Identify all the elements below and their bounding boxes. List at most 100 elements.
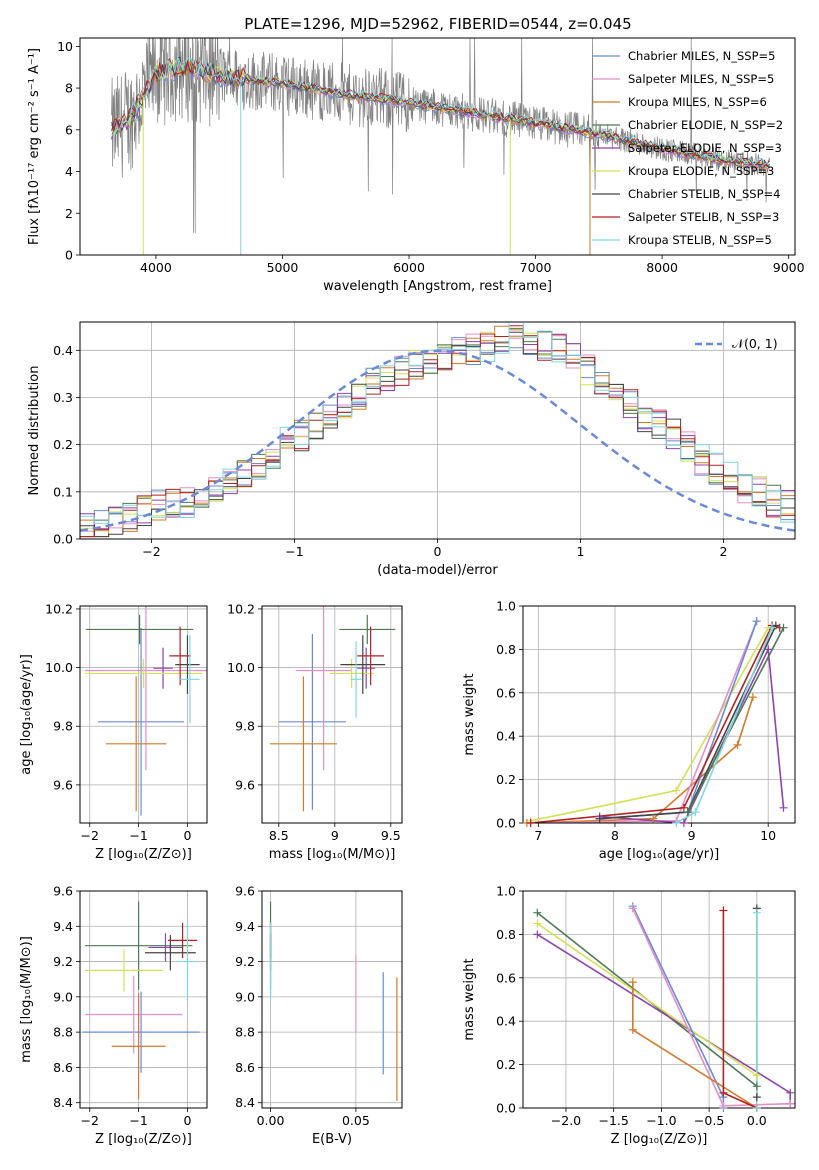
error-bar-point [98, 627, 185, 816]
x-tick-label: 8 [611, 828, 619, 843]
panel-mass-vs-EBV: 0.00 0.05 8.4 8.6 8.8 9.0 9.2 9.4 9.6 E(B-V) [235, 884, 403, 1147]
x-tick-label: 1 [577, 544, 585, 559]
plot-area [269, 606, 396, 812]
mass-weight-marker [771, 621, 780, 630]
y-axis-label: mass [log₁₀(M/M⊙)] [19, 936, 34, 1063]
y-tick-label: 1.0 [496, 884, 516, 899]
mass-weight-marker [752, 1093, 761, 1102]
legend-label: Salpeter MILES, N_SSP=5 [628, 72, 774, 86]
x-tick-label: 9 [688, 828, 696, 843]
mass-weight-marker [752, 1104, 761, 1112]
legend: Chabrier MILES, N_SSP=5 Salpeter MILES, N… [592, 49, 783, 247]
y-axis-label: Normed distribution [27, 366, 42, 496]
y-tick-label: 9.4 [235, 919, 255, 934]
y-axis-label: Flux [fλ10⁻¹⁷ erg cm⁻² s⁻¹ A⁻¹] [27, 48, 42, 245]
panel-spectrum: 4000 5000 6000 7000 8000 9000 0 2 4 6 8 10 wavelengt… [27, 37, 805, 294]
y-tick-label: 0.6 [496, 685, 516, 700]
x-tick-label: 0.0 [747, 1113, 767, 1128]
error-bar-point [169, 626, 191, 686]
error-bar-point [84, 658, 203, 689]
x-tick-label: 6000 [393, 260, 425, 275]
figure-title: PLATE=1296, MJD=52962, FIBERID=0544, z=0… [244, 15, 631, 33]
error-bar-point [340, 635, 386, 694]
x-tick-label: 0 [434, 544, 442, 559]
y-tick-label: 8.8 [235, 1025, 255, 1040]
x-axis-label: (data-model)/error [377, 563, 498, 578]
error-bar-point [295, 606, 352, 771]
x-tick-label: −2 [81, 1113, 99, 1128]
y-axis-label: mass weight [462, 958, 477, 1040]
mass-weight-line-2 [526, 696, 754, 823]
y-tick-label: 4 [65, 164, 73, 179]
model-line-8 [111, 58, 771, 167]
y-tick-label: 0.8 [496, 642, 516, 657]
y-tick-label: 0 [65, 248, 73, 263]
x-tick-label: −2 [142, 544, 160, 559]
mass-weight-line-3 [530, 620, 758, 823]
error-bar-point [357, 626, 385, 686]
y-tick-label: 8 [65, 81, 73, 96]
plot-area [80, 322, 795, 538]
x-tick-label: 9 [331, 828, 339, 843]
error-bar-point [180, 635, 200, 724]
mass-weight-marker [779, 623, 788, 632]
mass-weight-marker [752, 1082, 761, 1091]
error-bar-point [84, 901, 193, 990]
x-axis-label: Z [log₁₀(Z/Z⊙)] [95, 847, 192, 862]
y-tick-label: 0.8 [496, 927, 516, 942]
plot-area [84, 606, 207, 816]
model-line-9 [111, 55, 771, 167]
mass-weight-marker [533, 930, 542, 939]
x-tick-label: −2 [81, 828, 99, 843]
legend-label: Chabrier MILES, N_SSP=5 [628, 49, 775, 63]
mass-weight-marker [683, 808, 692, 817]
mass-weight-marker [786, 1088, 795, 1097]
y-tick-label: 9.6 [53, 777, 73, 792]
x-axis-label: age [log₁₀(age/yr)] [599, 847, 720, 862]
x-tick-label: −1 [285, 544, 303, 559]
mass-weight-marker [533, 919, 542, 928]
x-tick-label: 9000 [773, 260, 805, 275]
y-tick-label: 9.4 [53, 919, 73, 934]
error-bar-point [278, 633, 346, 810]
error-bar-point [153, 647, 173, 689]
x-axis-label: mass [log₁₀(M/M⊙)] [269, 847, 396, 862]
y-tick-label: 2 [65, 206, 73, 221]
plot-area [269, 901, 398, 1101]
plot-area [111, 38, 771, 255]
mass-weight-marker [526, 819, 535, 827]
y-tick-label: 0.0 [53, 532, 73, 547]
x-tick-label: 0.05 [342, 1113, 370, 1128]
mass-weight-marker [679, 803, 688, 812]
mass-weight-marker [628, 978, 637, 987]
error-bar-point [84, 975, 183, 1054]
x-axis-label: wavelength [Angstrom, rest frame] [323, 279, 552, 294]
y-axis-label: mass weight [462, 673, 477, 755]
mass-weight-marker [748, 693, 757, 702]
y-tick-label: 10.2 [45, 601, 73, 616]
panel-age-vs-Z: −2 −1 0 9.6 9.8 10.0 10.2 Z [log₁₀(Z/Z⊙)] age [l… [19, 601, 208, 862]
mass-weight-marker [595, 814, 604, 823]
y-tick-label: 0.2 [53, 437, 73, 452]
x-tick-label: 4000 [140, 260, 172, 275]
error-bar-point [105, 676, 167, 812]
axes-frame [79, 890, 208, 1109]
legend-label: Kroupa ELODIE, N_SSP=3 [628, 164, 774, 178]
x-tick-label: 2 [720, 544, 728, 559]
x-tick-label: 9.5 [381, 828, 401, 843]
y-tick-label: 9.6 [235, 884, 255, 899]
mass-weight-marker [719, 906, 728, 915]
error-bar-point [148, 933, 183, 962]
y-tick-label: 9.6 [235, 777, 255, 792]
x-tick-label: −0.5 [694, 1113, 724, 1128]
y-tick-label: 8.8 [53, 1025, 73, 1040]
panel-mass-weight-vs-age: 7 8 9 10 0.0 0.2 0.4 0.6 0.8 1.0 age [log₁₀(age/yr… [462, 599, 796, 862]
y-tick-label: 0.2 [496, 772, 516, 787]
x-tick-label: −1.0 [646, 1113, 676, 1128]
error-bar-point [177, 922, 198, 1001]
mass-weight-line-7 [599, 625, 777, 820]
error-bar-point [329, 658, 374, 689]
error-bar-point [167, 922, 198, 959]
mass-weight-marker [764, 645, 773, 654]
error-bar-point [350, 641, 362, 718]
